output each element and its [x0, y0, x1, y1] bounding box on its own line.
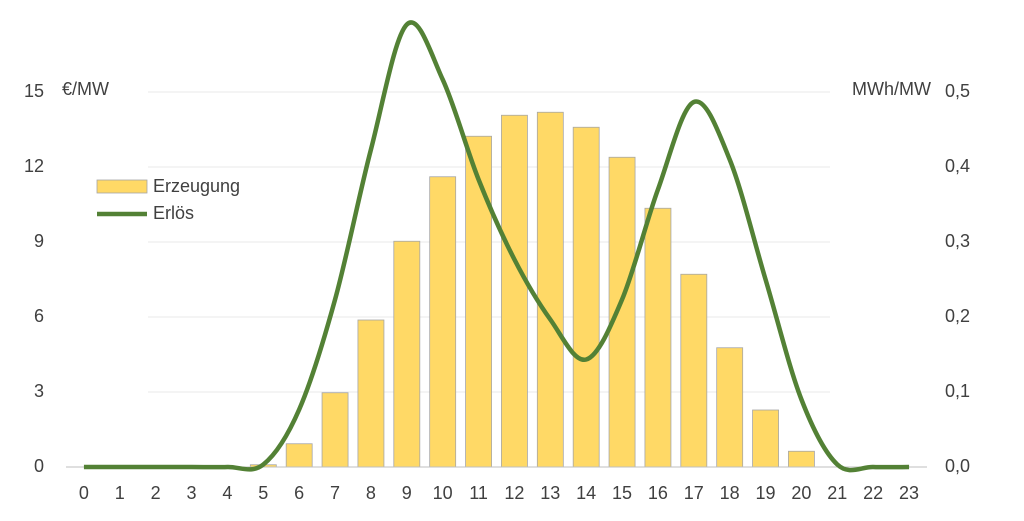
- y2-tick-label: 0,4: [945, 156, 970, 176]
- x-tick-label: 21: [827, 483, 847, 503]
- bar: [608, 156, 636, 468]
- bar: [357, 319, 385, 468]
- x-tick-label: 0: [79, 483, 89, 503]
- legend-label: Erlös: [153, 203, 194, 223]
- x-tick-label: 19: [756, 483, 776, 503]
- bar: [536, 111, 564, 468]
- x-tick-label: 11: [469, 483, 488, 503]
- x-tick-label: 15: [612, 483, 632, 503]
- y-tick-label: 0: [34, 456, 44, 476]
- x-tick-label: 4: [222, 483, 232, 503]
- bar: [429, 176, 457, 468]
- bar: [321, 392, 349, 468]
- x-tick-label: 18: [720, 483, 740, 503]
- bar: [788, 450, 815, 468]
- x-tick-label: 22: [863, 483, 883, 503]
- legend-swatch: [96, 179, 148, 194]
- y-tick-label: 15: [24, 81, 44, 101]
- bar: [465, 135, 492, 468]
- x-tick-label: 8: [366, 483, 376, 503]
- y2-tick-label: 0,1: [945, 381, 970, 401]
- bar: [501, 114, 528, 468]
- bar: [680, 273, 708, 468]
- x-tick-label: 23: [899, 483, 919, 503]
- bar: [716, 347, 744, 468]
- x-tick-label: 7: [330, 483, 340, 503]
- y-tick-label: 9: [34, 231, 44, 251]
- y-axis-label: €/MW: [62, 79, 109, 99]
- x-tick-label: 17: [684, 483, 704, 503]
- bar: [752, 409, 779, 468]
- y2-tick-label: 0,0: [945, 456, 970, 476]
- x-tick-label: 16: [648, 483, 668, 503]
- bar: [285, 443, 313, 468]
- x-tick-label: 13: [540, 483, 560, 503]
- y2-axis-label: MWh/MW: [852, 79, 931, 99]
- bar: [644, 207, 672, 468]
- x-tick-label: 14: [576, 483, 596, 503]
- x-tick-label: 9: [402, 483, 412, 503]
- y-tick-label: 6: [34, 306, 44, 326]
- bar: [572, 126, 600, 468]
- x-tick-label: 12: [504, 483, 524, 503]
- line: [83, 20, 910, 473]
- x-tick-label: 1: [115, 483, 125, 503]
- x-tick-label: 5: [258, 483, 268, 503]
- x-tick-label: 2: [151, 483, 161, 503]
- x-tick-label: 10: [433, 483, 453, 503]
- x-tick-label: 3: [187, 483, 197, 503]
- y2-tick-label: 0,3: [945, 231, 970, 251]
- x-tick-label: 20: [791, 483, 811, 503]
- y-tick-label: 3: [34, 381, 44, 401]
- y-tick-label: 12: [24, 156, 44, 176]
- bar: [393, 240, 421, 468]
- y2-tick-label: 0,5: [945, 81, 970, 101]
- y2-tick-label: 0,2: [945, 306, 970, 326]
- legend-label: Erzeugung: [153, 176, 240, 196]
- x-tick-label: 6: [294, 483, 304, 503]
